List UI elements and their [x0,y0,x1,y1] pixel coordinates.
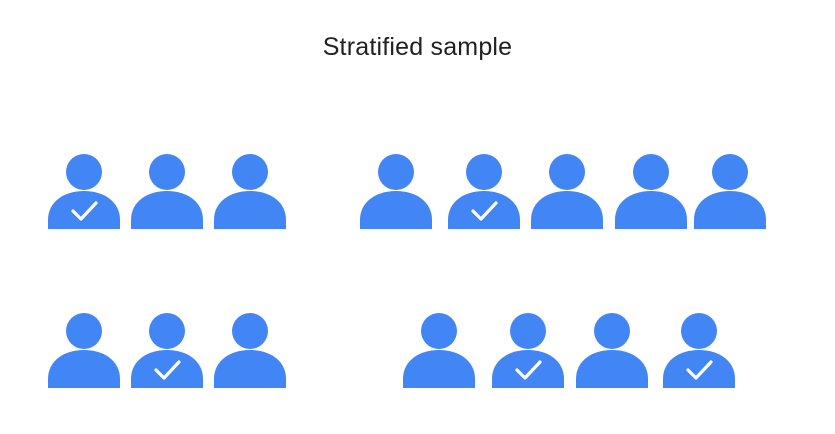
person-icon [403,313,475,388]
selected-person [131,312,203,390]
person-body [663,350,735,388]
person-body [448,191,520,229]
person-body [48,191,120,229]
person-body [131,191,203,229]
person-head [594,313,630,349]
person-body [531,191,603,229]
person [131,153,203,231]
population-group-3 [48,312,288,390]
person-body [214,350,286,388]
person-body [48,350,120,388]
population-group-1 [48,153,288,231]
checkmark-icon [154,360,181,380]
selected-person [48,153,120,231]
person-head [149,154,185,190]
checkmark-icon [71,201,98,221]
person-icon [492,313,564,388]
person-body [492,350,564,388]
person-head [466,154,502,190]
person-head [66,313,102,349]
person-icon [48,313,120,388]
person-head [712,154,748,190]
checkmark-icon [686,360,713,380]
person-icon [131,154,203,229]
person-icon [48,154,120,229]
person-head [549,154,585,190]
person-icon [448,154,520,229]
person-head [378,154,414,190]
person-icon [615,154,687,229]
person [214,312,286,390]
selected-person [448,153,520,231]
person [403,312,475,390]
checkmark-icon [515,360,542,380]
person-head [633,154,669,190]
person-body [403,350,475,388]
person-body [694,191,766,229]
person-icon [131,313,203,388]
person-head [66,154,102,190]
person [360,153,432,231]
person-icon [214,313,286,388]
person-body [214,191,286,229]
person-head [681,313,717,349]
person [576,312,648,390]
person-head [510,313,546,349]
person-head [232,154,268,190]
person-head [421,313,457,349]
person [214,153,286,231]
population-group-2 [360,153,790,231]
person-body [360,191,432,229]
person [531,153,603,231]
person [615,153,687,231]
person-icon [694,154,766,229]
person-head [232,313,268,349]
person-icon [214,154,286,229]
person-head [149,313,185,349]
person-icon [531,154,603,229]
person-icon [663,313,735,388]
person-icon [360,154,432,229]
person [694,153,766,231]
population-group-4 [403,312,738,390]
person-body [576,350,648,388]
selected-person [492,312,564,390]
person [48,312,120,390]
selected-person [663,312,735,390]
person-body [615,191,687,229]
checkmark-icon [471,201,498,221]
person-icon [576,313,648,388]
slide-title: Stratified sample [322,33,513,61]
person-body [131,350,203,388]
